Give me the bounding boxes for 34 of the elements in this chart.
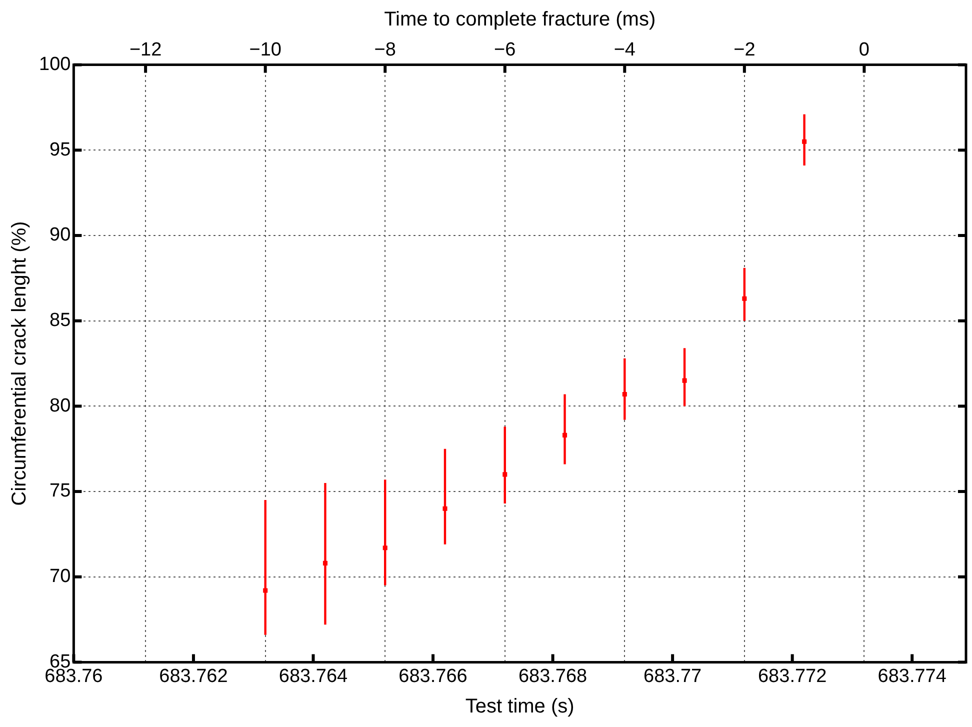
point: [442, 506, 448, 511]
x2-tick-label: −8: [374, 40, 396, 61]
x-tick-label: 683.766: [398, 666, 468, 687]
x2-tick-label: 0: [858, 40, 870, 61]
point: [802, 139, 807, 144]
x-tick-label: 683.762: [159, 666, 228, 687]
point: [322, 560, 328, 566]
y-tick-label: 70: [50, 566, 71, 588]
point: [562, 432, 568, 438]
point: [263, 588, 268, 593]
x-tick-label: 683.774: [878, 666, 947, 687]
y-tick-label: 85: [50, 310, 71, 332]
y-tick-label: 100: [39, 54, 71, 76]
y-tick-label: 90: [50, 224, 71, 246]
point: [622, 392, 627, 396]
x2-tick-label: −10: [249, 40, 282, 61]
y-tick-label: 80: [50, 395, 71, 416]
x-tick-label: 683.764: [278, 666, 348, 687]
x-tick-label: 683.772: [758, 666, 827, 687]
y-axis-title: Circumferential crack lenght (%): [8, 221, 31, 506]
x-axis-title: Test time (s): [465, 696, 574, 718]
x2-tick-label: −2: [734, 40, 756, 61]
point: [502, 472, 508, 477]
x-tick-label: 683.768: [518, 666, 588, 687]
x2-axis-title: Time to complete fracture (ms): [384, 8, 656, 31]
point: [742, 296, 747, 301]
point: [682, 378, 687, 383]
x-tick-label: 683.77: [643, 666, 702, 687]
point: [382, 546, 388, 550]
x2-tick-label: −6: [494, 40, 516, 61]
y-tick-label: 95: [50, 139, 71, 160]
x2-tick-label: −12: [129, 40, 162, 61]
y-tick-label: 75: [50, 480, 71, 502]
x2-tick-label: −4: [614, 40, 636, 61]
